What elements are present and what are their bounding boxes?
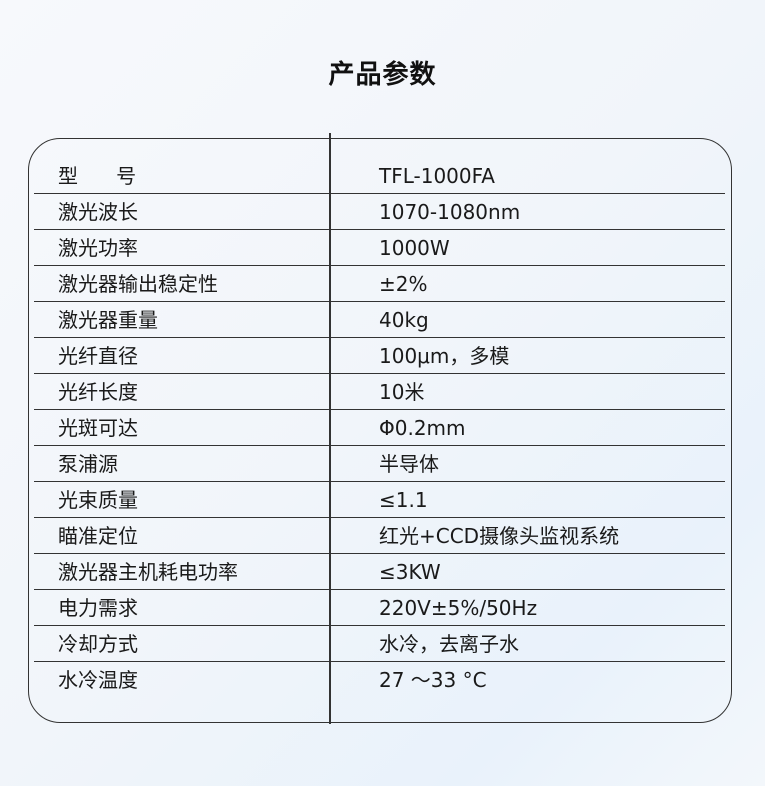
spec-value: ≤1.1 [379,488,428,512]
spec-label: 激光器重量 [58,308,158,332]
table-row: 激光器输出稳定性 ±2% [34,266,725,302]
page-title: 产品参数 [328,60,437,90]
table-row: 光斑可达 Φ0.2mm [34,410,725,446]
spec-table [28,138,732,723]
spec-value: 水冷，去离子水 [379,632,519,656]
table-row: 电力需求 220V±5%/50Hz [34,590,725,626]
table-row: 光束质量 ≤1.1 [34,482,725,518]
spec-label: 光纤长度 [58,380,138,404]
spec-label: 激光器主机耗电功率 [58,560,238,584]
spec-label: 冷却方式 [58,632,138,656]
spec-value: 27 ～33 °C [379,668,487,692]
spec-value: 1070-1080nm [379,200,521,224]
table-row: 瞄准定位 红光+CCD摄像头监视系统 [34,518,725,554]
table-row: 激光波长 1070-1080nm [34,194,725,230]
spec-value: 半导体 [379,452,439,476]
spec-label: 电力需求 [58,596,138,620]
spec-label: 瞄准定位 [58,524,138,548]
table-row: 激光器主机耗电功率 ≤3KW [34,554,725,590]
spec-label: 激光功率 [58,236,138,260]
table-row: 水冷温度 27 ～33 °C [34,662,725,698]
spec-label: 型 号 [58,164,137,188]
table-row: 光纤直径 100μm，多模 [34,338,725,374]
spec-value: TFL-1000FA [379,164,495,188]
spec-value: 220V±5%/50Hz [379,596,538,620]
table-row: 型 号 TFL-1000FA [34,158,725,194]
spec-value: Φ0.2mm [379,416,466,440]
table-row: 冷却方式 水冷，去离子水 [34,626,725,662]
table-row: 激光器重量 40kg [34,302,725,338]
spec-value: 40kg [379,308,429,332]
spec-value: ≤3KW [379,560,441,584]
spec-value: 1000W [379,236,450,260]
table-row: 激光功率 1000W [34,230,725,266]
spec-label: 光斑可达 [58,416,138,440]
spec-value: 100μm，多模 [379,344,510,368]
spec-value: ±2% [379,272,428,296]
spec-label: 水冷温度 [58,668,138,692]
spec-value: 红光+CCD摄像头监视系统 [379,524,620,548]
spec-label: 激光器输出稳定性 [58,272,218,296]
table-row: 光纤长度 10米 [34,374,725,410]
spec-label: 泵浦源 [58,452,118,476]
column-divider [329,133,331,724]
spec-label: 光纤直径 [58,344,138,368]
table-row: 泵浦源 半导体 [34,446,725,482]
spec-label: 光束质量 [58,488,138,512]
spec-value: 10米 [379,380,425,404]
spec-label: 激光波长 [58,200,138,224]
